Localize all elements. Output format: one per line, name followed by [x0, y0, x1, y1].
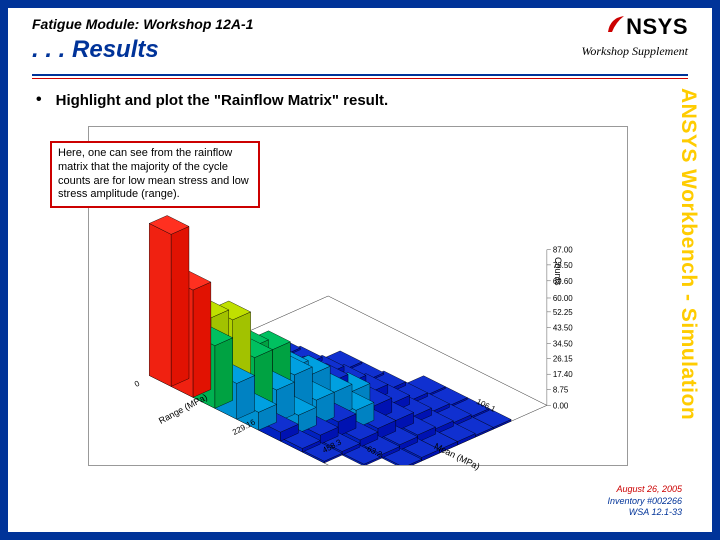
svg-text:8.75: 8.75	[553, 386, 569, 395]
divider-red	[32, 78, 688, 79]
svg-text:0.00: 0.00	[553, 401, 569, 410]
z-axis-label: Counts	[553, 257, 563, 286]
svg-text:26.15: 26.15	[553, 355, 573, 364]
bullet-row: • Highlight and plot the "Rainflow Matri…	[36, 92, 652, 109]
footer-inventory: Inventory #002266	[607, 496, 682, 507]
footer: August 26, 2005 Inventory #002266 WSA 12…	[607, 484, 682, 518]
bullet-marker: •	[36, 92, 42, 109]
logo-swoosh-icon	[606, 14, 626, 34]
supplement-label: Workshop Supplement	[581, 44, 688, 59]
logo-text: NSYS	[626, 14, 688, 40]
supertitle: Fatigue Module: Workshop 12A-1	[32, 16, 688, 32]
divider-blue	[32, 74, 688, 76]
bullet-text: Highlight and plot the "Rainflow Matrix"…	[56, 92, 389, 109]
slide-root: Fatigue Module: Workshop 12A-1 . . . Res…	[0, 0, 720, 540]
footer-code: WSA 12.1-33	[607, 507, 682, 518]
svg-text:43.50: 43.50	[553, 323, 573, 332]
footer-date: August 26, 2005	[607, 484, 682, 495]
svg-text:34.50: 34.50	[553, 340, 573, 349]
callout-box: Here, one can see from the rainflow matr…	[50, 141, 260, 208]
svg-text:52.25: 52.25	[553, 308, 573, 317]
svg-text:60.00: 60.00	[553, 294, 573, 303]
svg-text:17.40: 17.40	[553, 370, 573, 379]
callout-text: Here, one can see from the rainflow matr…	[58, 147, 249, 200]
side-label: ANSYS Workbench - Simulation	[676, 88, 700, 420]
svg-text:87.00: 87.00	[553, 246, 573, 255]
slide-inner: Fatigue Module: Workshop 12A-1 . . . Res…	[8, 8, 712, 532]
ansys-logo: NSYS	[606, 14, 688, 40]
